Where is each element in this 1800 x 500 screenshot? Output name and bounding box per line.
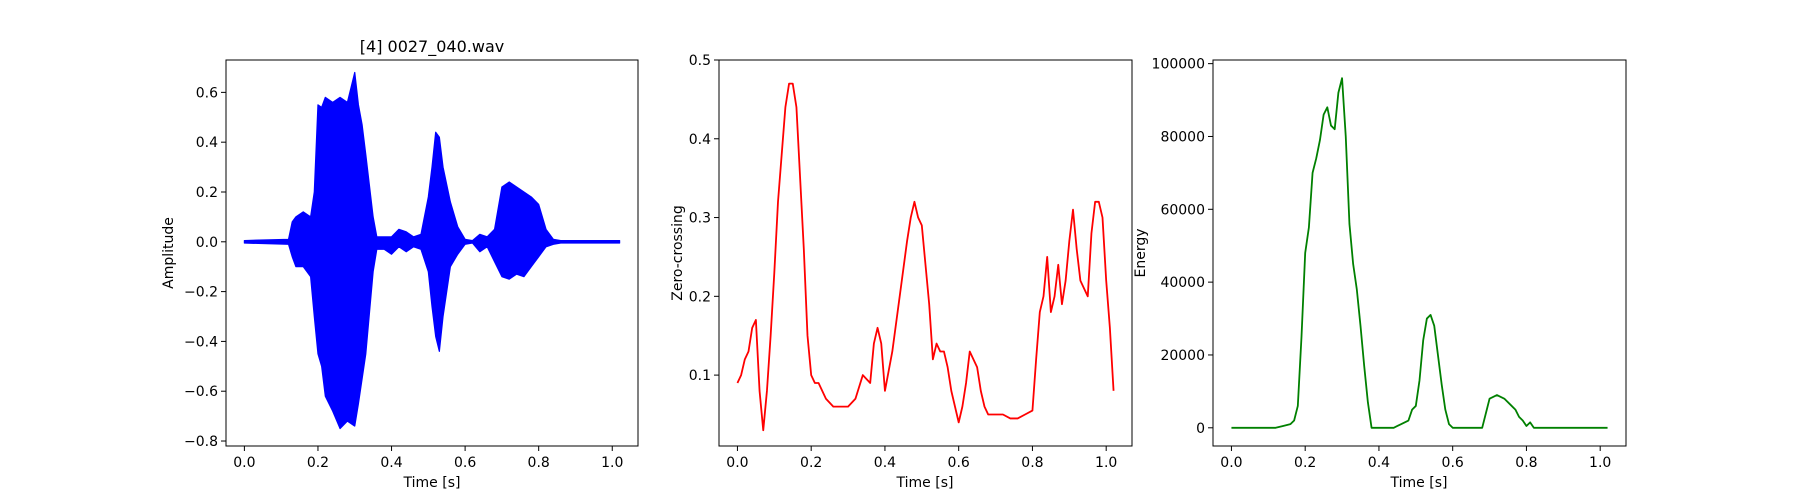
waveform-x-label: Time [s] (403, 475, 461, 491)
zero-crossing-subplot: 0.0 0.2 0.4 0.6 0.8 1.0 0.1 0.2 0.3 0.4 0.5 Time … (670, 53, 1133, 491)
energy-y-ticks: 0 20000 40000 60000 80000 100000 (1152, 57, 1213, 437)
zero-crossing-y-tick-label: 0.3 (689, 211, 711, 227)
waveform-y-tick-label: −0.2 (184, 285, 218, 301)
waveform-x-ticks: 0.0 0.2 0.4 0.6 0.8 1.0 (233, 446, 623, 471)
waveform-y-tick-label: −0.6 (184, 384, 218, 400)
energy-x-ticks: 0.0 0.2 0.4 0.6 0.8 1.0 (1220, 446, 1611, 471)
energy-x-tick-label: 0.6 (1442, 455, 1464, 471)
energy-plot-area (1212, 59, 1627, 447)
waveform-title: [4] 0027_040.wav (360, 37, 504, 57)
energy-series-0 (1231, 77, 1608, 429)
waveform-subplot: 0.0 0.2 0.4 0.6 0.8 1.0 0.6 0.4 0.2 0.0 −0.2 −0.4 −… (161, 37, 639, 491)
zero-crossing-y-tick-label: 0.4 (689, 132, 711, 148)
waveform-series-0 (243, 71, 621, 430)
energy-x-tick-label: 1.0 (1589, 455, 1611, 471)
energy-y-tick-label: 60000 (1160, 202, 1205, 218)
zero-crossing-y-ticks: 0.1 0.2 0.3 0.4 0.5 (689, 53, 719, 384)
zero-crossing-x-tick-label: 0.0 (726, 455, 748, 471)
waveform-x-tick-label: 0.8 (528, 455, 550, 471)
energy-x-tick-label: 0.2 (1294, 455, 1316, 471)
waveform-y-tick-label: 0.6 (196, 85, 218, 101)
energy-subplot: 0.0 0.2 0.4 0.6 0.8 1.0 0 20000 40000 60000 80000… (1133, 57, 1627, 491)
zero-crossing-plot-area (718, 59, 1133, 447)
energy-data (1231, 77, 1608, 429)
energy-y-tick-label: 100000 (1152, 57, 1205, 73)
energy-x-tick-label: 0.8 (1515, 455, 1537, 471)
waveform-x-tick-label: 0.0 (233, 455, 255, 471)
waveform-x-tick-label: 0.2 (307, 455, 329, 471)
energy-x-tick-label: 0.0 (1220, 455, 1242, 471)
energy-y-tick-label: 20000 (1160, 348, 1205, 364)
energy-y-tick-label: 80000 (1160, 129, 1205, 145)
energy-x-label: Time [s] (1390, 475, 1448, 491)
waveform-y-tick-label: −0.4 (184, 334, 218, 350)
zero-crossing-series-0 (736, 82, 1115, 432)
waveform-y-tick-label: 0.4 (196, 135, 218, 151)
waveform-y-ticks: 0.6 0.4 0.2 0.0 −0.2 −0.4 −0.6 −0.8 (184, 85, 226, 450)
energy-y-tick-label: 0 (1196, 421, 1205, 437)
zero-crossing-x-tick-label: 1.0 (1095, 455, 1117, 471)
waveform-x-tick-label: 0.4 (380, 455, 402, 471)
waveform-y-tick-label: 0.2 (196, 185, 218, 201)
energy-x-tick-label: 0.4 (1368, 455, 1390, 471)
zero-crossing-y-tick-label: 0.1 (689, 368, 711, 384)
zero-crossing-x-tick-label: 0.8 (1021, 455, 1043, 471)
zero-crossing-x-tick-label: 0.4 (874, 455, 896, 471)
zero-crossing-y-tick-label: 0.5 (689, 53, 711, 69)
waveform-y-tick-label: 0.0 (196, 235, 218, 251)
zero-crossing-x-tick-label: 0.6 (948, 455, 970, 471)
zero-crossing-data (736, 82, 1115, 432)
waveform-x-tick-label: 1.0 (601, 455, 623, 471)
waveform-data (243, 71, 621, 430)
zero-crossing-x-ticks: 0.0 0.2 0.4 0.6 0.8 1.0 (726, 446, 1117, 471)
waveform-y-label: Amplitude (161, 217, 177, 289)
zero-crossing-x-label: Time [s] (896, 475, 954, 491)
zero-crossing-y-tick-label: 0.2 (689, 289, 711, 305)
zero-crossing-y-label: Zero-crossing (670, 205, 686, 300)
energy-y-label: Energy (1133, 228, 1149, 277)
energy-y-tick-label: 40000 (1160, 275, 1205, 291)
zero-crossing-x-tick-label: 0.2 (800, 455, 822, 471)
waveform-y-tick-label: −0.8 (184, 434, 218, 450)
waveform-x-tick-label: 0.6 (454, 455, 476, 471)
